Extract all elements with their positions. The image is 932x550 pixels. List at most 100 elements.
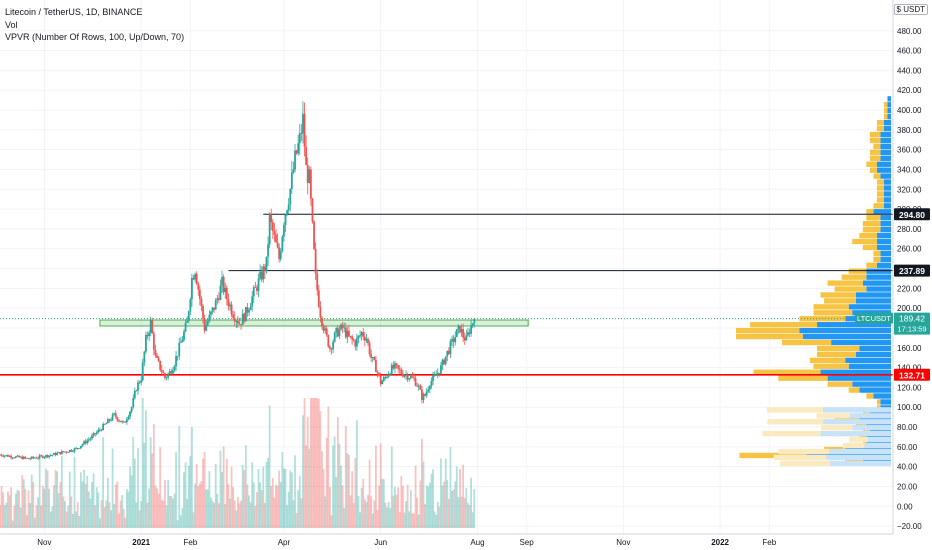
- vp-up-segment: [827, 375, 891, 381]
- volume-bar: [99, 518, 101, 528]
- volume-bar: [338, 443, 341, 528]
- volume-bar: [100, 500, 103, 528]
- x-tick-label: 2022: [711, 538, 729, 547]
- candle-body: [91, 435, 93, 439]
- volume-bar: [384, 502, 387, 528]
- volume-bar: [240, 500, 242, 528]
- vp-up-segment: [880, 155, 891, 161]
- candle-body: [68, 449, 71, 453]
- vp-up-segment: [887, 114, 891, 120]
- volume-bar: [70, 496, 73, 528]
- candle-body: [403, 375, 406, 377]
- y-tick-label: 100.00: [897, 403, 922, 412]
- volume-bar: [41, 485, 44, 528]
- volume-bar: [283, 468, 285, 528]
- candle-body: [211, 307, 214, 312]
- candle-body: [35, 457, 38, 459]
- last-price-label: 189.42: [899, 314, 925, 324]
- volume-bar: [237, 496, 239, 528]
- vp-down-segment: [876, 197, 884, 203]
- volume-bar: [278, 470, 281, 528]
- vp-faded-down-segment: [842, 442, 865, 449]
- volume-bar: [276, 486, 279, 528]
- volume-bar: [114, 484, 117, 528]
- candle-body: [303, 113, 306, 148]
- volume-bar: [111, 448, 114, 528]
- candle-body: [72, 451, 74, 453]
- candle-body: [384, 377, 387, 378]
- candle-body: [151, 320, 154, 334]
- volume-bar: [81, 481, 84, 528]
- vp-down-segment: [817, 345, 860, 352]
- candle-body: [7, 455, 9, 457]
- candle-body: [168, 371, 171, 374]
- candle-body: [341, 324, 344, 328]
- candle-body: [75, 448, 78, 449]
- volume-bar: [357, 495, 360, 528]
- time-axis[interactable]: [0, 534, 932, 550]
- candle-body: [237, 321, 239, 324]
- candle-body: [187, 311, 190, 321]
- volume-bar: [251, 462, 254, 528]
- candle-body: [311, 198, 314, 222]
- volume-bar: [189, 455, 192, 528]
- vpvr-indicator-label[interactable]: VPVR (Number Of Rows, 100, Up/Down, 70): [5, 32, 185, 42]
- volume-bar: [360, 487, 363, 528]
- level-price-tag: [894, 264, 930, 277]
- candle-body: [398, 368, 401, 370]
- candle-body: [260, 271, 263, 280]
- volume-bar: [367, 494, 369, 528]
- volume-bar: [306, 416, 309, 528]
- candle-body: [271, 222, 274, 232]
- candle-body: [411, 376, 414, 378]
- candle-body: [430, 380, 433, 387]
- candle-body: [70, 449, 73, 452]
- vp-down-segment: [883, 114, 888, 120]
- currency-selector[interactable]: $ USDT: [893, 4, 928, 15]
- volume-indicator-label[interactable]: Vol: [5, 20, 18, 30]
- candle-body: [192, 277, 195, 280]
- volume-bar: [108, 502, 111, 528]
- volume-bar: [421, 438, 423, 528]
- candle-body: [446, 350, 449, 357]
- candle-body: [346, 330, 349, 338]
- vp-up-segment: [876, 161, 891, 167]
- volume-bar: [352, 503, 355, 528]
- volume-bar: [284, 468, 287, 528]
- vp-up-segment: [866, 286, 891, 292]
- vp-faded-up-segment: [867, 436, 891, 443]
- candle-body: [254, 287, 257, 289]
- volume-bar: [397, 487, 400, 528]
- y-tick-label: 340.00: [897, 165, 922, 174]
- candle-body: [5, 455, 8, 456]
- volume-bar: [292, 500, 295, 528]
- vp-faded-up-segment: [829, 460, 891, 467]
- volume-bar: [409, 490, 412, 528]
- candle-body: [381, 380, 384, 385]
- candle-body: [267, 244, 269, 257]
- candle-body: [340, 324, 342, 330]
- last-price-tag: [894, 312, 930, 335]
- support-zone[interactable]: [99, 319, 529, 327]
- candle-body: [216, 298, 219, 301]
- level-price-label: 294.80: [899, 210, 925, 220]
- volume-bar: [411, 513, 414, 528]
- candle-body: [440, 365, 442, 374]
- vp-up-segment: [855, 298, 891, 304]
- candle-body: [325, 328, 328, 336]
- volume-bar: [191, 426, 193, 528]
- candle-body: [447, 350, 450, 354]
- vp-down-segment: [876, 179, 884, 185]
- candle-body: [428, 386, 431, 390]
- vp-faded-down-segment: [767, 419, 823, 425]
- candle-body: [290, 172, 293, 190]
- volume-bar: [133, 458, 136, 528]
- vp-up-segment: [883, 125, 891, 132]
- vp-up-segment: [880, 143, 891, 150]
- volume-bar: [317, 398, 320, 528]
- candle-body: [162, 372, 165, 374]
- symbol-title[interactable]: Litecoin / TetherUS, 1D, BINANCE: [5, 7, 143, 17]
- candle-body: [273, 231, 276, 235]
- candle-body: [270, 214, 273, 223]
